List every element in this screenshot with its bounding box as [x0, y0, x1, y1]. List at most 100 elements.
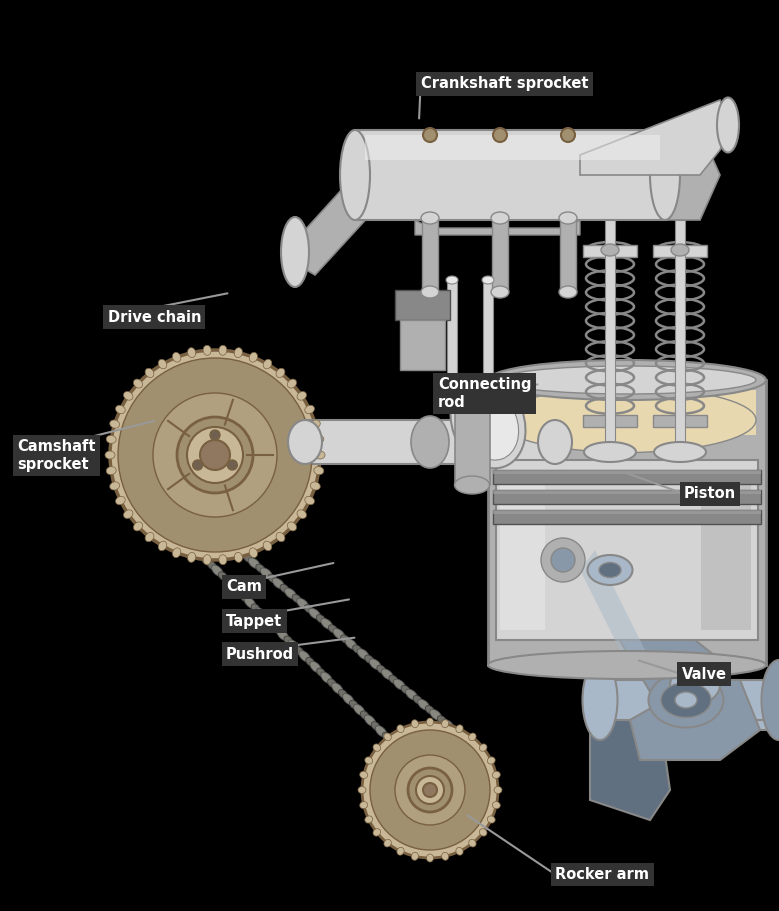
Ellipse shape: [314, 435, 324, 444]
Ellipse shape: [559, 286, 577, 298]
Ellipse shape: [157, 511, 168, 523]
Ellipse shape: [661, 682, 711, 718]
Ellipse shape: [179, 533, 190, 544]
Ellipse shape: [164, 518, 172, 527]
Ellipse shape: [498, 366, 756, 394]
Ellipse shape: [339, 690, 347, 698]
Ellipse shape: [317, 668, 326, 677]
Ellipse shape: [299, 650, 310, 662]
Ellipse shape: [559, 212, 577, 224]
Ellipse shape: [491, 212, 509, 224]
Bar: [493, 510, 761, 514]
Ellipse shape: [263, 541, 272, 551]
Ellipse shape: [406, 689, 418, 700]
Ellipse shape: [328, 679, 337, 688]
Ellipse shape: [384, 733, 391, 741]
Ellipse shape: [287, 522, 297, 531]
Ellipse shape: [124, 510, 133, 518]
Ellipse shape: [358, 786, 366, 793]
Circle shape: [210, 430, 220, 440]
Ellipse shape: [231, 544, 241, 552]
Ellipse shape: [340, 130, 370, 220]
Ellipse shape: [413, 695, 422, 704]
Ellipse shape: [158, 359, 167, 369]
Ellipse shape: [488, 757, 495, 764]
Bar: [498, 390, 756, 435]
Circle shape: [110, 350, 320, 560]
Ellipse shape: [305, 496, 315, 505]
Ellipse shape: [295, 647, 304, 655]
Ellipse shape: [268, 574, 277, 582]
Ellipse shape: [145, 532, 154, 542]
Ellipse shape: [297, 510, 306, 518]
Bar: [488, 380, 766, 665]
Ellipse shape: [115, 496, 125, 505]
Ellipse shape: [105, 451, 115, 459]
Ellipse shape: [583, 660, 618, 740]
Ellipse shape: [288, 420, 322, 464]
Ellipse shape: [494, 786, 502, 793]
Ellipse shape: [345, 639, 357, 650]
Circle shape: [541, 538, 585, 582]
Ellipse shape: [273, 578, 284, 589]
Bar: [365, 135, 660, 160]
Ellipse shape: [430, 710, 442, 721]
Circle shape: [200, 440, 230, 470]
Ellipse shape: [354, 704, 365, 715]
Text: Piston: Piston: [684, 486, 736, 501]
Ellipse shape: [482, 396, 494, 404]
Ellipse shape: [133, 522, 143, 531]
Polygon shape: [590, 720, 670, 820]
Bar: [653, 415, 707, 427]
Ellipse shape: [361, 711, 369, 720]
Ellipse shape: [492, 772, 500, 778]
Circle shape: [551, 548, 575, 572]
Circle shape: [423, 783, 437, 797]
Ellipse shape: [190, 544, 201, 555]
Ellipse shape: [315, 451, 325, 459]
Text: Tappet: Tappet: [226, 614, 282, 629]
Ellipse shape: [263, 359, 272, 369]
Polygon shape: [575, 545, 720, 700]
Ellipse shape: [488, 360, 766, 400]
Polygon shape: [395, 290, 450, 320]
Ellipse shape: [310, 420, 320, 428]
Ellipse shape: [450, 375, 526, 468]
Polygon shape: [580, 130, 720, 220]
Ellipse shape: [333, 629, 345, 640]
Ellipse shape: [442, 720, 454, 731]
Ellipse shape: [188, 348, 196, 358]
Ellipse shape: [125, 479, 136, 491]
Ellipse shape: [670, 666, 720, 704]
Ellipse shape: [365, 715, 376, 726]
Ellipse shape: [131, 486, 139, 495]
Ellipse shape: [310, 482, 320, 490]
Ellipse shape: [491, 286, 509, 298]
Ellipse shape: [343, 693, 354, 705]
Ellipse shape: [369, 659, 381, 670]
Ellipse shape: [256, 564, 265, 572]
Bar: [496, 460, 758, 640]
Ellipse shape: [561, 128, 575, 142]
Bar: [720, 690, 779, 730]
Ellipse shape: [249, 558, 260, 568]
Ellipse shape: [650, 130, 680, 220]
Ellipse shape: [365, 757, 372, 764]
Ellipse shape: [375, 726, 387, 737]
Ellipse shape: [365, 816, 372, 824]
Ellipse shape: [136, 490, 146, 501]
Ellipse shape: [305, 605, 313, 613]
Ellipse shape: [310, 661, 321, 672]
Ellipse shape: [203, 345, 211, 355]
Ellipse shape: [281, 217, 309, 287]
Bar: [583, 415, 637, 427]
Bar: [493, 490, 761, 504]
Ellipse shape: [479, 744, 487, 752]
Ellipse shape: [174, 529, 184, 537]
Polygon shape: [600, 680, 779, 720]
Ellipse shape: [219, 345, 227, 355]
Bar: [305, 420, 555, 464]
Ellipse shape: [288, 640, 299, 651]
Polygon shape: [630, 680, 760, 760]
Ellipse shape: [236, 548, 248, 558]
